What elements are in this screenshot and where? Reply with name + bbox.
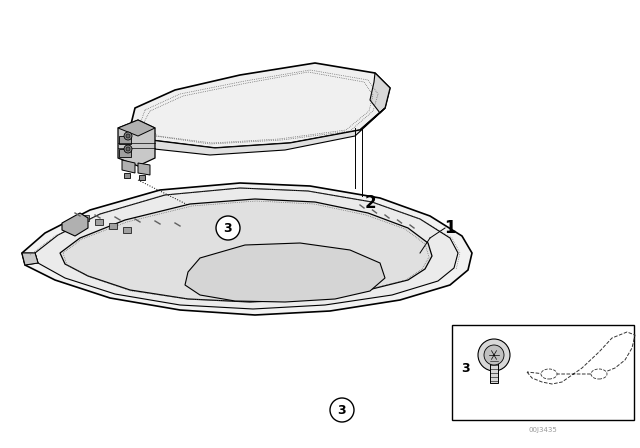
Circle shape	[216, 216, 240, 240]
Text: 00J3435: 00J3435	[529, 427, 557, 433]
Ellipse shape	[591, 369, 607, 379]
Circle shape	[126, 134, 130, 138]
Bar	[119, 136, 131, 144]
Polygon shape	[122, 160, 135, 173]
Polygon shape	[125, 108, 385, 155]
Polygon shape	[109, 223, 117, 229]
Polygon shape	[128, 110, 382, 151]
Polygon shape	[124, 173, 130, 178]
Polygon shape	[139, 175, 145, 180]
Polygon shape	[22, 253, 38, 265]
Polygon shape	[123, 227, 131, 233]
Polygon shape	[95, 219, 103, 225]
Polygon shape	[138, 163, 150, 175]
Polygon shape	[185, 243, 385, 302]
Text: 3: 3	[461, 362, 470, 375]
Circle shape	[484, 345, 504, 365]
Polygon shape	[60, 199, 432, 302]
Polygon shape	[35, 188, 458, 309]
Text: 2: 2	[364, 194, 376, 212]
Polygon shape	[81, 215, 89, 221]
Ellipse shape	[541, 369, 557, 379]
Circle shape	[478, 339, 510, 371]
Text: 3: 3	[224, 221, 232, 234]
Polygon shape	[130, 63, 390, 148]
Polygon shape	[118, 120, 155, 166]
Polygon shape	[22, 183, 472, 315]
Bar	[119, 149, 131, 157]
Text: 1: 1	[444, 219, 456, 237]
Bar	[452, 325, 634, 420]
Text: 3: 3	[338, 404, 346, 417]
Polygon shape	[62, 213, 88, 236]
Polygon shape	[22, 253, 38, 265]
Circle shape	[124, 145, 132, 153]
Polygon shape	[118, 120, 155, 136]
Circle shape	[126, 147, 130, 151]
Circle shape	[124, 132, 132, 140]
Polygon shape	[370, 73, 390, 113]
Bar	[490, 355, 498, 383]
Circle shape	[330, 398, 354, 422]
